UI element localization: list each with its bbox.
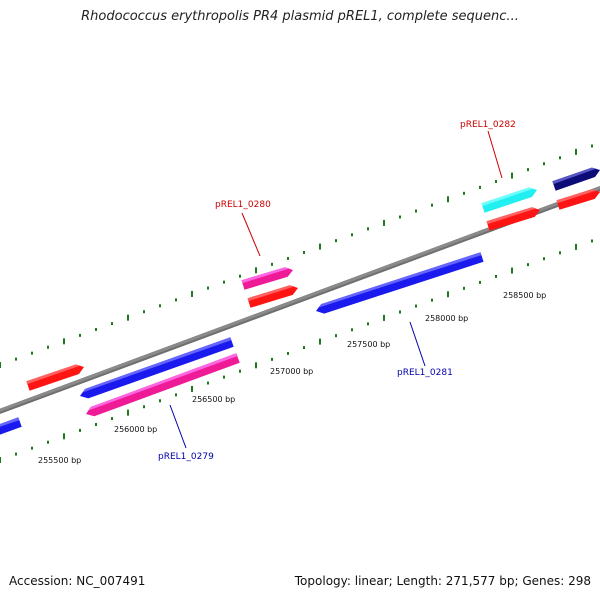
gene-label: pREL1_0279: [158, 452, 214, 462]
feature-blue-left-edge-highlight: [0, 417, 20, 430]
feature-red-right-edge: [556, 189, 600, 210]
leader-line: [409, 321, 426, 367]
feature-pink-0279-highlight: [89, 353, 238, 411]
feature-pink-0280: [241, 267, 294, 290]
coordinate-label: 257000 bp: [270, 367, 313, 376]
gene-label: pREL1_0280: [215, 200, 271, 210]
feature-blue-left-edge: [0, 417, 22, 436]
feature-red-0280-body: [247, 285, 298, 308]
text-labels: 255500 bp 256000 bp 256500 bp 257000 bp 2575…: [38, 120, 546, 465]
feature-cyan-0282: [481, 187, 538, 213]
feature-red-0280-highlight: [247, 285, 295, 302]
feature-red-upper-left-body: [26, 364, 84, 391]
feature-navy-right: [552, 167, 600, 191]
feature-pink-0280-body: [241, 267, 294, 290]
leader-line: [487, 130, 503, 179]
map-title: Rhodococcus erythropolis PR4 plasmid pRE…: [81, 9, 519, 24]
feature-red-0282-body: [486, 207, 541, 231]
feature-blue-left-highlight: [83, 337, 232, 393]
feature-pink-0279: [86, 353, 240, 417]
coordinate-label: 258500 bp: [503, 291, 546, 300]
feature-navy-right-body: [552, 167, 600, 191]
gene-label: pREL1_0282: [460, 120, 516, 130]
feature-pink-0280-highlight: [241, 267, 290, 284]
feature-blue-0281: [316, 252, 484, 314]
gene-features: [0, 167, 600, 436]
feature-red-0280: [247, 285, 298, 308]
feature-red-right-edge-highlight: [556, 189, 597, 204]
leader-line: [241, 212, 261, 257]
feature-cyan-0282-body: [481, 187, 538, 213]
tick-marks: [0, 144, 593, 463]
label-leader-lines: [169, 130, 503, 449]
coordinate-label: 256000 bp: [114, 425, 157, 434]
feature-cyan-0282-highlight: [481, 187, 534, 207]
feature-navy-right-highlight: [552, 167, 597, 185]
feature-red-0282: [486, 207, 541, 231]
feature-blue-0281-highlight: [319, 252, 482, 308]
coordinate-label: 257500 bp: [347, 340, 390, 349]
coordinate-label: 255500 bp: [38, 456, 81, 465]
feature-blue-left: [80, 337, 234, 399]
feature-red-upper-left: [26, 364, 84, 391]
feature-red-0282-highlight: [486, 207, 537, 225]
topology-stats-text: Topology: linear; Length: 271,577 bp; Ge…: [294, 574, 591, 588]
feature-red-right-edge-body: [556, 189, 600, 210]
gene-label: pREL1_0281: [397, 368, 453, 378]
leader-line: [169, 404, 187, 449]
coordinate-label: 256500 bp: [192, 395, 235, 404]
accession-text: Accession: NC_007491: [9, 574, 146, 588]
feature-red-upper-left-highlight: [26, 364, 81, 385]
coordinate-label: 258000 bp: [425, 314, 468, 323]
